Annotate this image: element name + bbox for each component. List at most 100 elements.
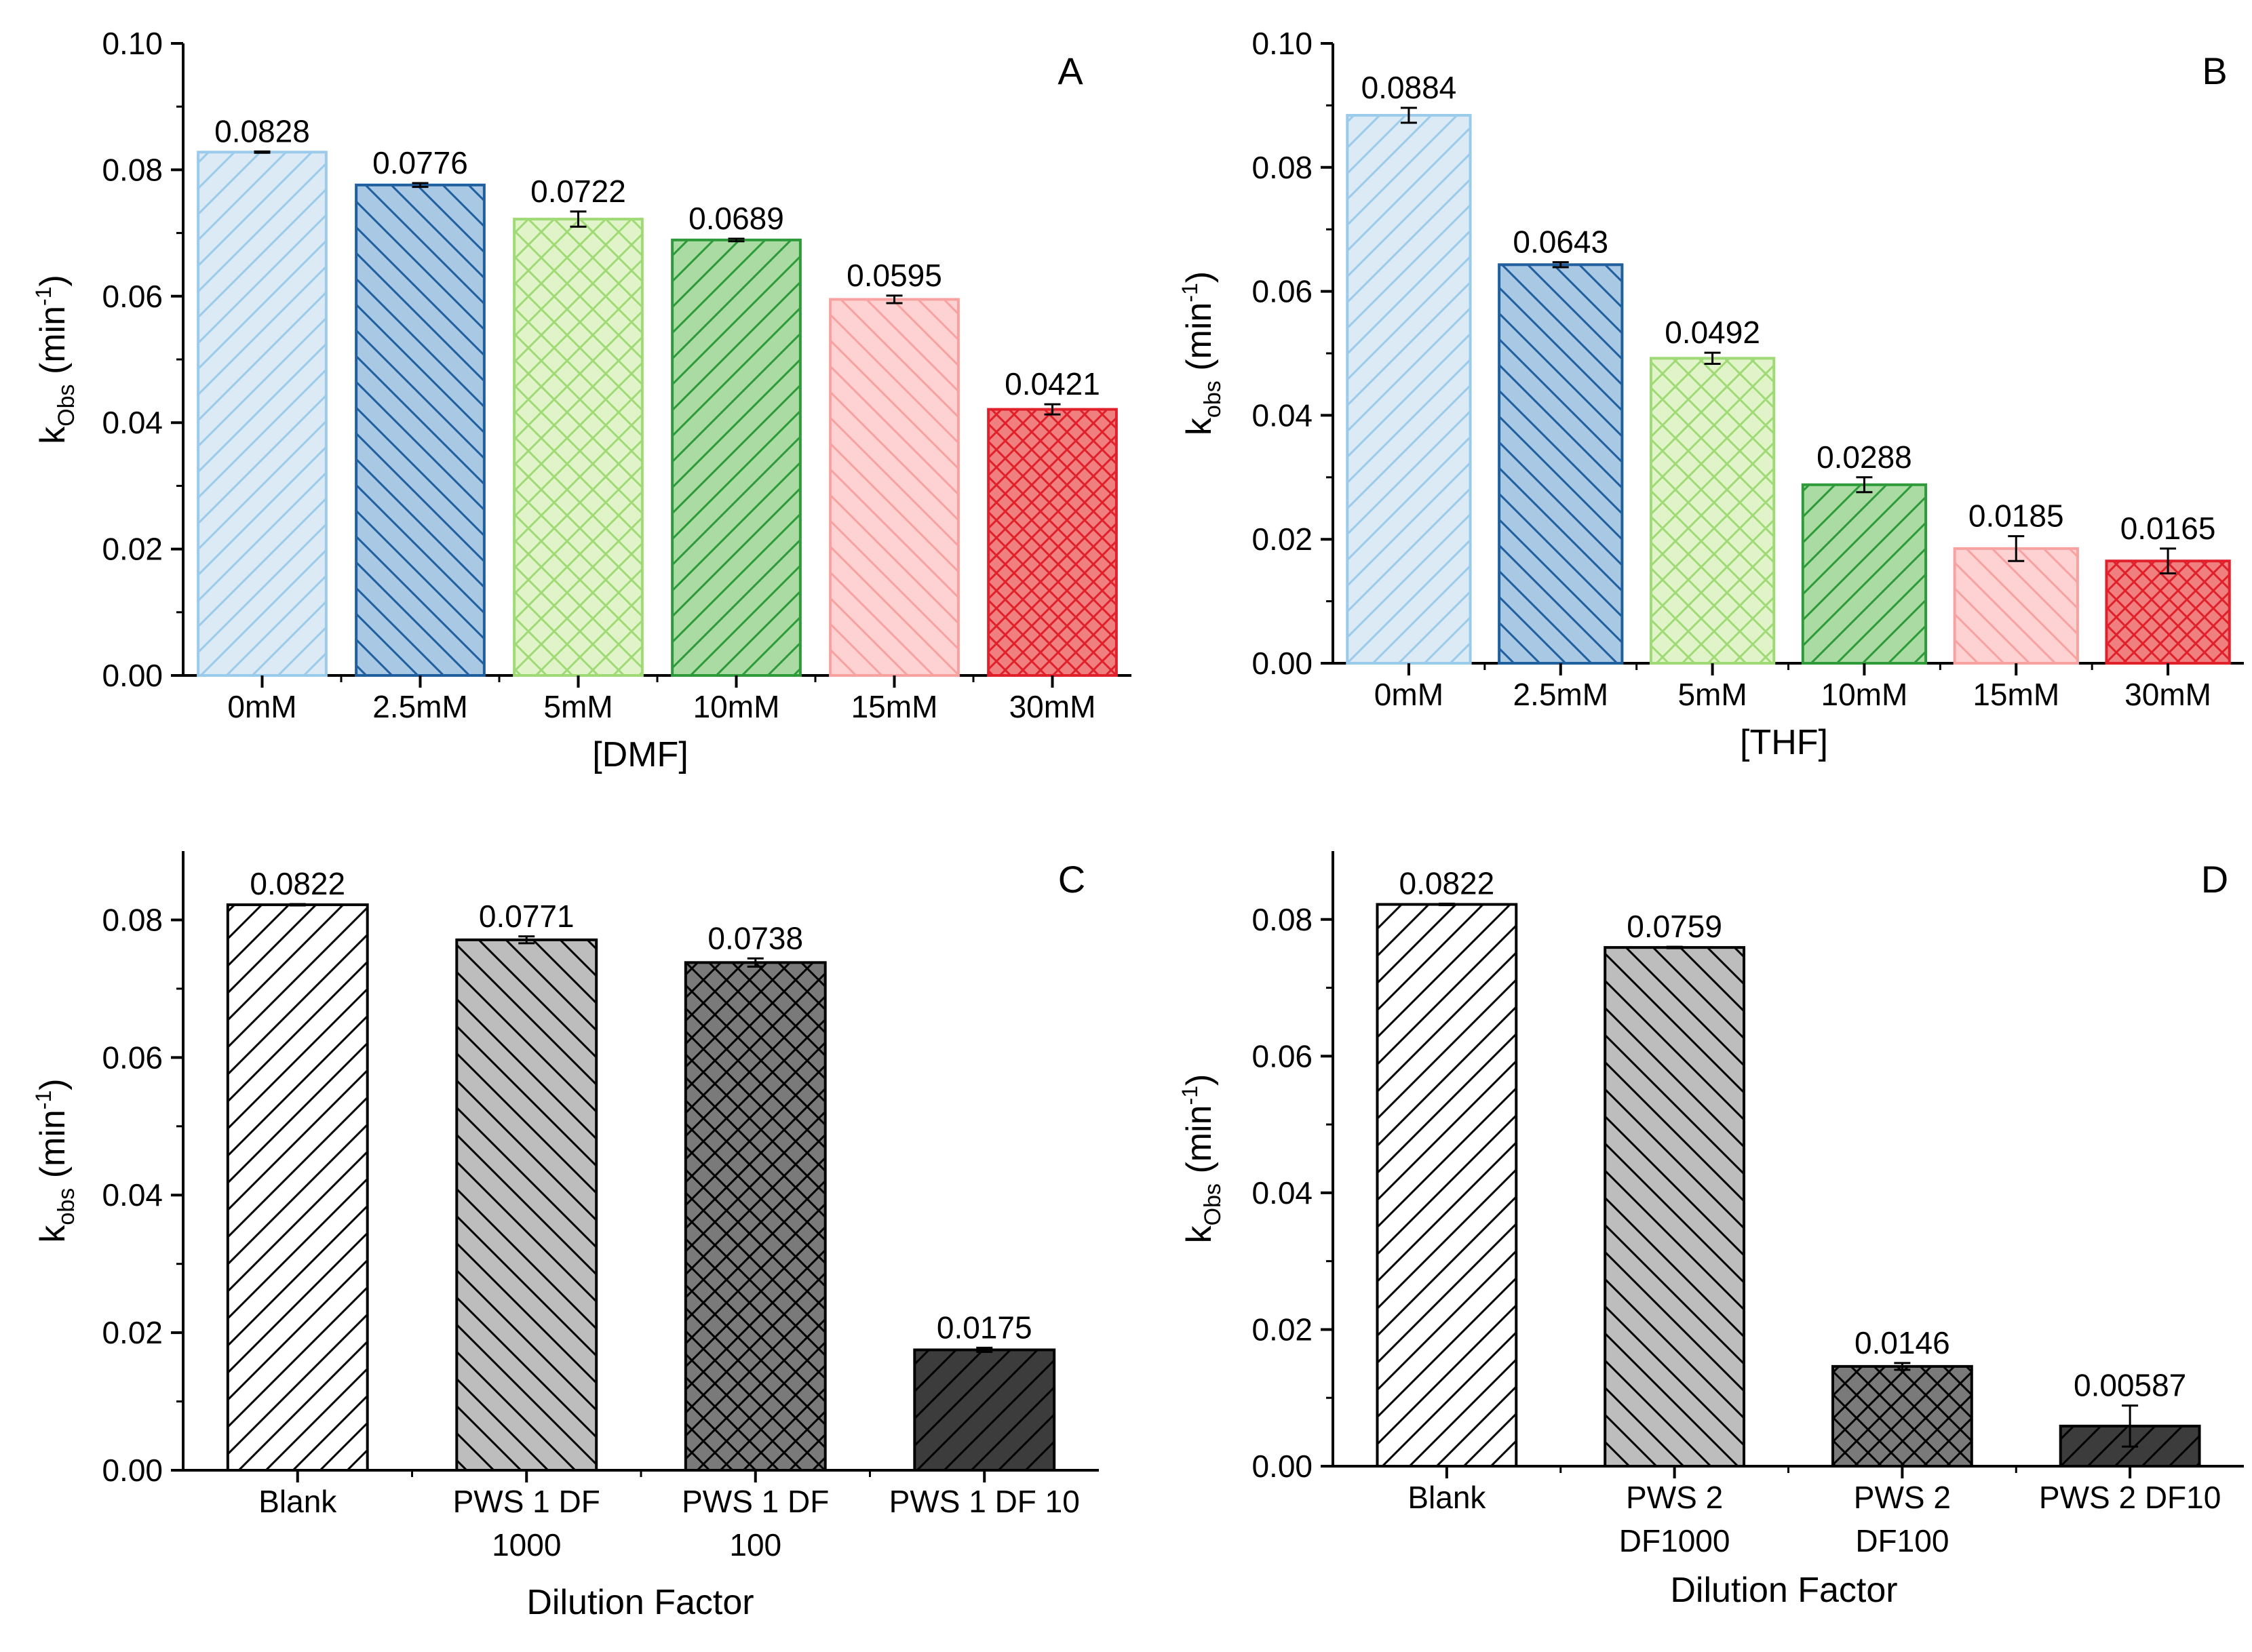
data-label: 0.0146 (1855, 1325, 1950, 1360)
x-tick-label: 2.5mM (372, 689, 468, 724)
y-tick-label: 0.00 (1251, 1449, 1313, 1484)
y-tick-label: 0.02 (102, 532, 163, 567)
bar-a-5 (829, 298, 960, 677)
data-label: 0.0288 (1817, 439, 1912, 475)
data-label: 0.0421 (1005, 366, 1100, 401)
y-tick-label: 0.08 (102, 152, 163, 187)
y-axis-title: kobs (min-1) (1178, 271, 1226, 435)
x-tick-label: PWS 1 DF (682, 1484, 829, 1519)
y-tick-label: 0.02 (1251, 522, 1313, 557)
data-label: 0.00587 (2074, 1368, 2186, 1403)
x-tick-label: DF100 (1855, 1523, 1949, 1558)
y-tick-label: 0.08 (1251, 150, 1313, 185)
x-tick-label: PWS 1 DF (453, 1484, 600, 1519)
chart-panel-b: 0.00 0.02 0.04 0.06 0.08 0.10 0.0884 0mM 0.0643 2… (1178, 26, 2244, 762)
error-bar (1704, 351, 1721, 366)
error-bar (518, 935, 535, 945)
error-bar (289, 903, 306, 907)
error-bar (728, 237, 745, 243)
x-tick-label: 15mM (851, 689, 938, 724)
error-bar (2008, 535, 2025, 562)
y-tick-label: 0.00 (1251, 646, 1313, 681)
x-axis-title: [THF] (1740, 723, 1828, 762)
data-label: 0.0759 (1627, 909, 1722, 944)
x-tick-label: 5mM (543, 689, 613, 724)
error-bar (1044, 403, 1061, 416)
y-tick-label: 0.06 (1251, 274, 1313, 309)
y-tick-label: 0.06 (102, 1040, 163, 1075)
x-tick-label: 1000 (492, 1527, 561, 1562)
panel-label: B (2202, 50, 2227, 92)
x-axis-title: Dilution Factor (526, 1583, 754, 1622)
x-axis-title: [DMF] (592, 735, 688, 774)
y-tick-label: 0.02 (1251, 1312, 1313, 1347)
bar-c-1 (226, 903, 369, 1472)
error-bar (1552, 261, 1569, 269)
error-bar (1894, 1362, 1911, 1371)
y-axis-title: kobs (min-1) (31, 1078, 79, 1242)
error-bar (886, 294, 903, 304)
y-tick-label: 0.04 (1251, 1175, 1313, 1211)
data-label: 0.0492 (1665, 315, 1760, 350)
y-tick-label: 0.06 (1251, 1038, 1313, 1074)
data-label: 0.0771 (479, 899, 575, 934)
bar-a-3 (513, 218, 644, 677)
bar-a-2 (355, 183, 486, 677)
error-bar (412, 182, 429, 189)
y-axis-title: kObs (min-1) (31, 275, 79, 444)
x-axis-title: Dilution Factor (1670, 1571, 1897, 1610)
x-tick-label: 10mM (1821, 677, 1908, 712)
bar-d-2 (1604, 946, 1746, 1468)
x-tick-label: 30mM (2124, 677, 2211, 712)
error-bar (1666, 945, 1683, 949)
data-label: 0.0689 (688, 201, 784, 236)
bar-a-1 (197, 151, 328, 677)
x-tick-label: PWS 2 (1626, 1480, 1723, 1515)
data-label: 0.0822 (1399, 866, 1495, 901)
error-bar (976, 1346, 993, 1354)
chart-panel-c: 0.00 0.02 0.04 0.06 0.08 0.0822 Blank 0.0771 PWS… (31, 851, 1099, 1622)
x-tick-label: PWS 2 DF10 (2039, 1480, 2221, 1515)
error-bar (2122, 1404, 2139, 1448)
x-tick-label: Blank (258, 1484, 337, 1519)
data-label: 0.0165 (2120, 511, 2216, 546)
data-label: 0.0828 (214, 113, 310, 149)
x-tick-label: Blank (1408, 1480, 1486, 1515)
y-tick-label: 0.04 (102, 405, 163, 440)
x-tick-label: 15mM (1973, 677, 2059, 712)
error-bar (1400, 106, 1417, 124)
y-tick-label: 0.04 (1251, 397, 1313, 433)
bar-d-1 (1376, 903, 1518, 1468)
bar-c-2 (455, 938, 598, 1472)
error-bar (1856, 476, 1873, 494)
data-label: 0.0185 (1968, 498, 2064, 534)
bar-a-4 (671, 238, 802, 677)
bar-b-6 (2105, 559, 2231, 665)
y-axis-title: kObs (min-1) (1178, 1074, 1226, 1244)
x-tick-label: PWS 2 (1854, 1480, 1951, 1515)
error-bar (747, 957, 764, 968)
bar-b-3 (1649, 357, 1776, 665)
panel-label: D (2201, 858, 2228, 901)
chart-panel-a: 0.00 0.02 0.04 0.06 0.08 0.10 0.0828 0mM 0.0776 2… (31, 26, 1131, 774)
data-label: 0.0884 (1361, 70, 1457, 105)
x-tick-label: 2.5mM (1513, 677, 1608, 712)
bar-c-4 (913, 1348, 1056, 1472)
data-label: 0.0595 (847, 258, 942, 293)
bar-d-3 (1831, 1364, 1973, 1468)
error-bar (570, 210, 587, 228)
panel-label: A (1057, 50, 1083, 92)
panel-label: C (1058, 858, 1085, 901)
x-tick-label: DF1000 (1619, 1523, 1730, 1558)
y-tick-label: 0.08 (1251, 902, 1313, 937)
y-tick-label: 0.10 (102, 26, 163, 61)
data-label: 0.0822 (250, 866, 345, 901)
error-bar (1438, 903, 1455, 907)
bar-c-3 (684, 961, 827, 1472)
y-tick-label: 0.00 (102, 658, 163, 693)
y-tick-label: 0.10 (1251, 26, 1313, 61)
bar-b-2 (1498, 263, 1624, 665)
x-tick-label: 0mM (227, 689, 296, 724)
data-label: 0.0738 (707, 920, 803, 956)
